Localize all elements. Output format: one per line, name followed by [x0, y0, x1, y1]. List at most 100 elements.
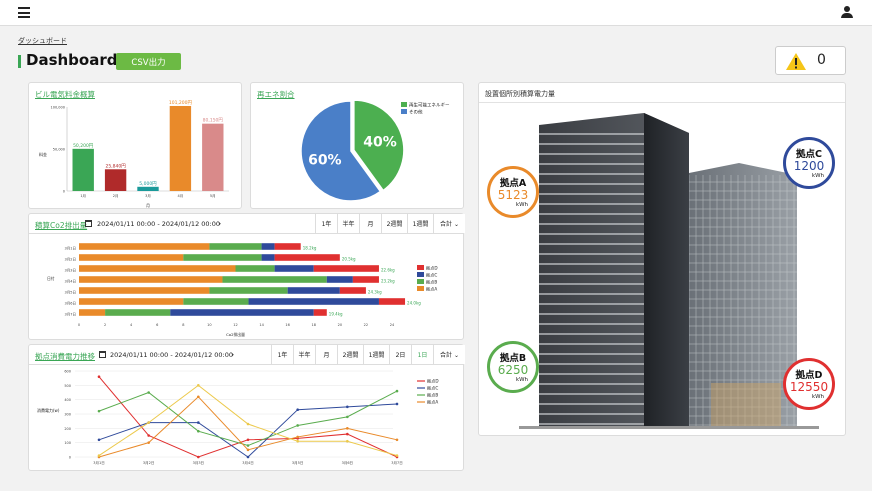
period-button[interactable]: 1週間 [363, 345, 389, 364]
bar-segment [274, 254, 340, 261]
period-button[interactable]: 1日 [411, 345, 433, 364]
data-point [296, 408, 299, 411]
pie-value-label: 60% [308, 152, 342, 168]
fee-card-title[interactable]: ビル電気料金概算 [35, 90, 95, 99]
bar-segment [183, 254, 262, 261]
power-card: 拠点消費電力推移 2024/01/11 00:00 - 2024/01/12 0… [28, 344, 465, 471]
bar-segment [79, 254, 184, 261]
calendar-icon[interactable] [85, 220, 92, 227]
power-card-title[interactable]: 拠点消費電力推移 [35, 352, 95, 361]
y-axis-label: 料金 [39, 151, 47, 157]
legend-label: 拠点A [427, 399, 438, 406]
y-axis-label: 消費電力(w) [37, 407, 60, 413]
power-date-range[interactable]: 2024/01/11 00:00 - 2024/01/12 00:00 [110, 351, 234, 359]
bar-segment [222, 276, 327, 283]
series-line [98, 396, 398, 458]
site-value: 5123 [497, 188, 529, 202]
y-tick-label: 50,000 [53, 148, 65, 152]
data-point [395, 454, 399, 457]
x-tick-label: 24 [390, 323, 395, 327]
x-tick-label: 3月6日 [342, 460, 353, 465]
data-point [395, 402, 399, 406]
co2-card-title[interactable]: 積算Co2排出量 [35, 221, 88, 230]
calendar-icon[interactable] [99, 351, 106, 358]
legend-label: 拠点B [427, 392, 438, 399]
x-tick-label: 22 [364, 323, 368, 327]
breadcrumb[interactable]: ダッシュボード [18, 37, 67, 45]
bar-total-label: 20.5kg [342, 256, 356, 261]
chevron-right-icon[interactable]: › [218, 219, 222, 228]
period-button[interactable]: 1週間 [407, 214, 433, 233]
bar-segment [339, 287, 366, 294]
bar-value-label: 5,000円 [139, 181, 157, 187]
x-tick-label: 14 [259, 323, 264, 327]
x-tick-label: 18 [312, 323, 316, 327]
bar-segment [79, 298, 184, 305]
alert-box[interactable]: 0 [775, 46, 846, 75]
bar-segment [313, 309, 327, 316]
y-tick-label: 400 [64, 398, 71, 402]
aggregate-select[interactable]: 合計 ⌄ [433, 345, 465, 364]
period-button[interactable]: 1年 [271, 345, 293, 364]
period-button[interactable]: 2週間 [337, 345, 363, 364]
data-point [296, 439, 299, 443]
ratio-card-title[interactable]: 再エネ割合 [257, 90, 295, 99]
data-point [197, 395, 200, 399]
legend-label: 再生可能エネルギー [409, 102, 450, 109]
series-line [98, 390, 398, 447]
fee-chart: 0 50,000 100,000 料金月 50,200円 1月 25,840円 2月 5,000… [39, 100, 229, 208]
legend-swatch [417, 286, 424, 291]
building-card: 設置個所別積算電力量 拠点A 5123 kWh 拠点B 6250 kWh 拠点C 1200 kW… [478, 82, 846, 436]
bar-segment [313, 265, 379, 272]
user-icon[interactable] [840, 6, 853, 19]
bar-segment [235, 265, 275, 272]
bar-total-label: 19.4kg [329, 311, 343, 316]
data-point [246, 422, 250, 426]
warning-icon [786, 53, 806, 70]
site-unit: kWh [515, 377, 528, 383]
data-point [246, 444, 250, 447]
period-button[interactable]: 半年 [337, 214, 359, 233]
period-button[interactable]: 2日 [389, 345, 411, 364]
pie-value-label: 40% [363, 135, 397, 151]
period-button[interactable]: 2週間 [381, 214, 407, 233]
aggregate-select[interactable]: 合計 ⌄ [433, 214, 465, 233]
csv-export-button[interactable]: CSV出力 [116, 53, 181, 70]
page-title-bar [18, 55, 21, 68]
bar-segment [79, 276, 223, 283]
bar-segment [209, 287, 288, 294]
bar-segment [274, 243, 301, 250]
page-title: Dashboard [26, 51, 118, 69]
menu-icon[interactable] [18, 7, 30, 18]
data-point [147, 421, 150, 424]
site-name: 拠点C [796, 149, 822, 160]
pie-slice [300, 100, 382, 202]
y-tick-label: 600 [64, 370, 71, 374]
site-unit: kWh [811, 394, 824, 400]
y-tick-label: 100 [64, 441, 71, 445]
x-tick-label: 3月1日 [93, 460, 104, 465]
co2-date-range[interactable]: 2024/01/11 00:00 - 2024/01/12 00:00 [97, 220, 221, 228]
site-bubble-d[interactable]: 拠点D 12550 kWh [783, 358, 835, 410]
site-bubble-b[interactable]: 拠点B 6250 kWh [487, 341, 539, 393]
data-point [346, 432, 349, 436]
period-button[interactable]: 月 [315, 345, 337, 364]
building-card-title: 設置個所別積算電力量 [485, 90, 555, 98]
site-bubble-a[interactable]: 拠点A 5123 kWh [487, 166, 539, 218]
period-button[interactable]: 月 [359, 214, 381, 233]
fee-card: ビル電気料金概算 0 50,000 100,000 料金月 50,200円 1月 25,84… [28, 82, 242, 209]
site-bubble-c[interactable]: 拠点C 1200 kWh [783, 137, 835, 189]
x-tick-label: 5月 [210, 193, 216, 198]
chevron-right-icon[interactable]: › [231, 350, 235, 359]
y-axis-label: 日付 [47, 276, 55, 281]
bar-segment [261, 254, 275, 261]
data-point [197, 384, 200, 387]
power-chart: 0 100 200 300 400 500 600 消費電力(w) 3月1日 3月2日 3月3日 3月… [37, 370, 439, 466]
period-button[interactable]: 1年 [315, 214, 337, 233]
data-point [197, 421, 200, 424]
period-button[interactable]: 半年 [293, 345, 315, 364]
x-tick-label: 4 [130, 323, 133, 327]
site-name: 拠点B [499, 353, 527, 364]
bar-total-label: 22.6kg [381, 267, 395, 272]
bar-segment [79, 309, 106, 316]
